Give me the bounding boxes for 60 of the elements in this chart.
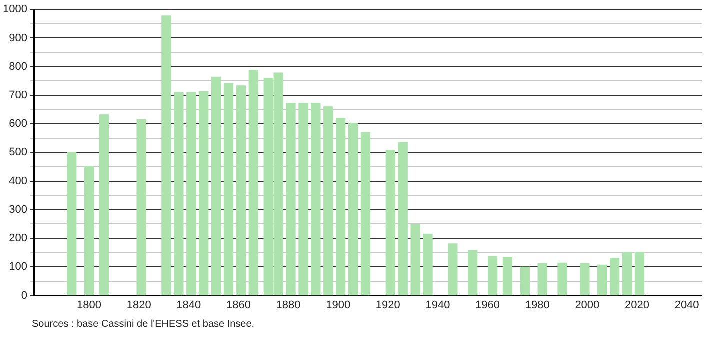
y-tick-label: 100	[9, 261, 28, 274]
bar	[236, 86, 246, 296]
bar	[248, 70, 258, 296]
bar	[199, 91, 209, 296]
bar	[398, 142, 408, 296]
bar	[538, 263, 548, 296]
bar	[520, 266, 530, 296]
bar	[162, 16, 172, 296]
bar	[558, 262, 568, 296]
x-tick-label: 2000	[575, 299, 600, 312]
y-tick-label: 900	[9, 32, 28, 44]
bar	[468, 250, 478, 296]
bar	[580, 263, 590, 296]
bar	[598, 264, 608, 296]
x-tick-label: 1900	[326, 299, 351, 312]
y-tick-label: 0	[21, 290, 28, 302]
bar	[622, 252, 632, 296]
bar	[298, 103, 308, 296]
x-tick-label: 1940	[426, 299, 450, 312]
y-tick-label: 1000	[2, 4, 28, 16]
bar	[410, 224, 420, 296]
x-tick-label: 1840	[176, 299, 202, 312]
y-tick-label: 500	[9, 146, 28, 159]
x-tick-label: 1960	[476, 299, 500, 312]
bar	[348, 123, 358, 296]
x-tick-label: 2020	[624, 299, 650, 312]
bar	[84, 166, 94, 296]
bar	[186, 92, 196, 296]
x-tick-label: 1820	[126, 299, 152, 312]
y-tick-label: 300	[9, 204, 28, 216]
y-tick-label: 700	[9, 89, 28, 102]
x-tick-label: 1880	[276, 299, 301, 312]
x-tick-label: 1800	[77, 299, 102, 312]
x-tick-label: 1860	[226, 299, 251, 312]
source-note: Sources : base Cassini de l'EHESS et base Insee.	[32, 319, 256, 330]
bar	[448, 244, 458, 296]
bar	[360, 132, 371, 296]
bar	[386, 150, 396, 296]
bar	[502, 257, 513, 296]
x-tick-label: 1980	[525, 299, 550, 312]
bar	[423, 234, 433, 296]
bar	[211, 76, 222, 296]
bar	[610, 258, 620, 296]
bar	[67, 152, 77, 296]
x-tick-label: 2040	[674, 299, 700, 312]
y-tick-label: 600	[9, 118, 28, 130]
x-tick-label: 1920	[376, 299, 400, 312]
bar	[136, 119, 146, 296]
y-tick-label: 200	[9, 232, 28, 245]
y-tick-label: 800	[9, 60, 28, 73]
bar	[324, 106, 334, 296]
bar	[286, 103, 296, 296]
bar	[634, 252, 645, 296]
bar	[336, 118, 346, 296]
bar	[224, 83, 234, 296]
bar	[488, 256, 498, 296]
bar	[311, 103, 321, 296]
bar	[174, 92, 184, 296]
bar	[99, 114, 110, 296]
y-tick-label: 400	[9, 175, 28, 188]
